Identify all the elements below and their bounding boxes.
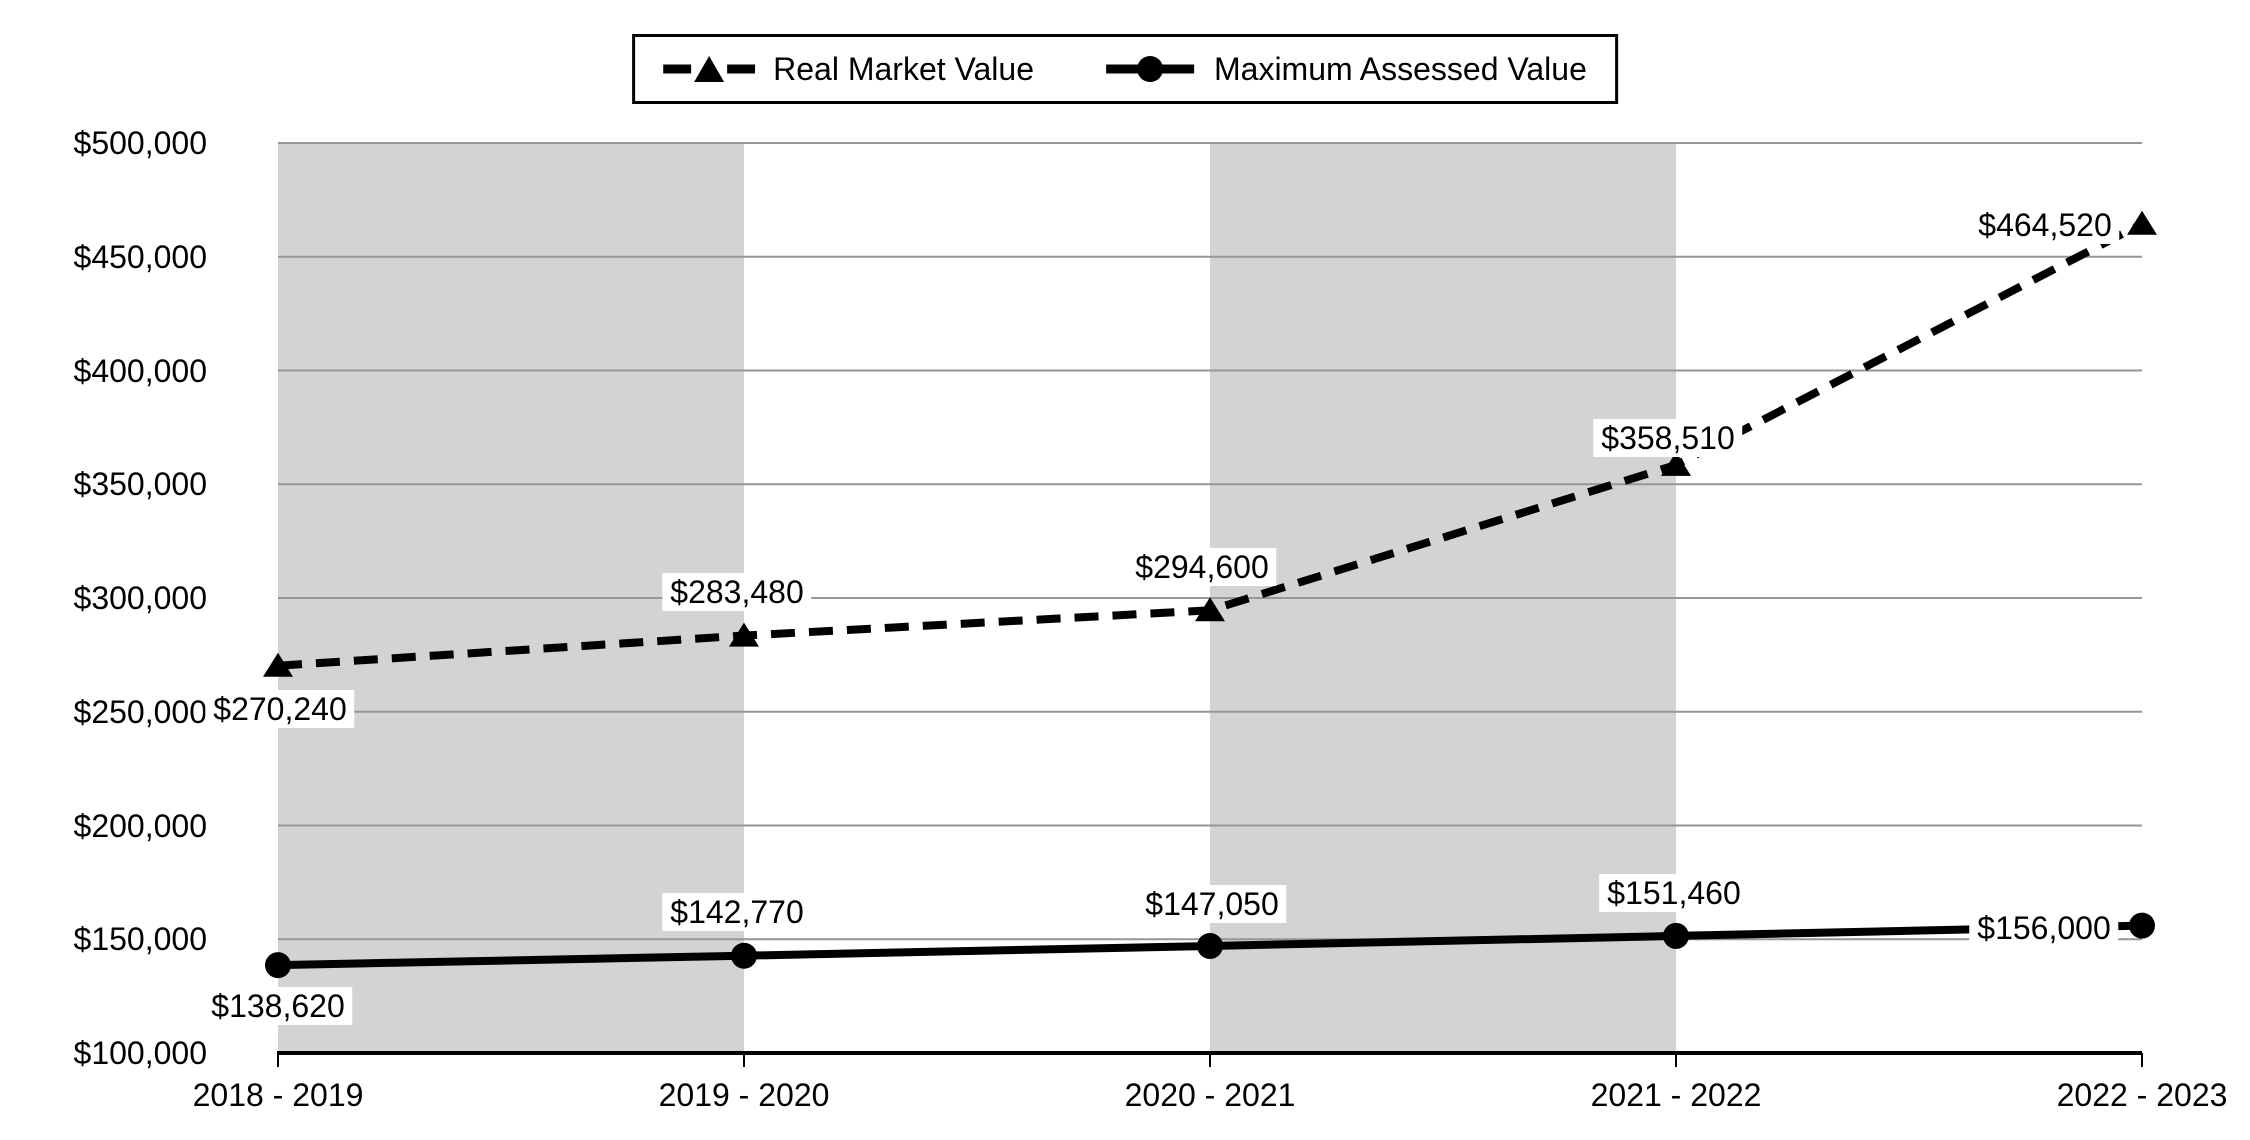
x-axis-label: 2022 - 2023 [2056, 1077, 2228, 1113]
y-axis-label: $100,000 [73, 1035, 207, 1071]
real-market-value-marker-triangle [1661, 451, 1691, 476]
data-point-label: $464,520 [1970, 205, 2120, 244]
y-axis-label: $200,000 [73, 807, 207, 844]
legend-circle-marker [1136, 56, 1163, 82]
y-axis-label: $450,000 [73, 238, 207, 275]
real-market-value-marker-triangle [729, 622, 759, 647]
data-point-label: $151,460 [1599, 873, 1749, 912]
data-point-label: $358,510 [1593, 418, 1743, 457]
x-axis-label: 2020 - 2021 [1124, 1077, 1296, 1113]
real-market-value-marker-triangle [2127, 210, 2157, 235]
legend-item-real-market-value: Real Market Value [663, 49, 1034, 89]
maximum-assessed-value-marker-circle [2129, 912, 2155, 939]
maximum-assessed-value-marker-circle [731, 942, 757, 969]
solid-line-circle-marker-icon [1105, 56, 1194, 82]
y-axis-label: $350,000 [73, 466, 207, 503]
data-point-label: $156,000 [1969, 908, 2119, 947]
maximum-assessed-value-marker-circle [1663, 922, 1689, 949]
real-market-value-marker-triangle [263, 652, 293, 677]
y-axis-label: $300,000 [73, 580, 207, 616]
legend-label-real-market-value: Real Market Value [773, 51, 1034, 87]
dashed-line-triangle-marker-icon [663, 56, 756, 82]
data-point-label: $142,770 [662, 892, 812, 931]
legend-item-maximum-assessed-value: Maximum Assessed Value [1104, 49, 1587, 89]
data-point-label: $138,620 [203, 987, 353, 1026]
y-axis-label: $500,000 [73, 125, 207, 161]
legend-label-maximum-assessed-value: Maximum Assessed Value [1213, 51, 1587, 87]
maximum-assessed-value-marker-circle [1197, 932, 1223, 959]
real-market-value-marker-triangle [1195, 597, 1225, 622]
y-axis-label: $250,000 [73, 693, 207, 730]
legend-triangle-marker [694, 56, 725, 82]
y-axis-label: $400,000 [73, 352, 207, 389]
data-point-label: $294,600 [1127, 548, 1277, 587]
data-point-label: $283,480 [662, 572, 812, 611]
x-axis-label: 2018 - 2019 [192, 1077, 364, 1113]
data-point-label: $147,050 [1137, 884, 1287, 923]
x-axis-label: 2021 - 2022 [1590, 1077, 1762, 1113]
y-axis-label: $150,000 [73, 921, 207, 958]
chart-legend: Real Market Value Maximum Assessed Value [632, 34, 1618, 104]
maximum-assessed-value-marker-circle [265, 952, 291, 979]
x-axis-label: 2019 - 2020 [658, 1077, 830, 1113]
data-point-label: $270,240 [205, 689, 355, 728]
